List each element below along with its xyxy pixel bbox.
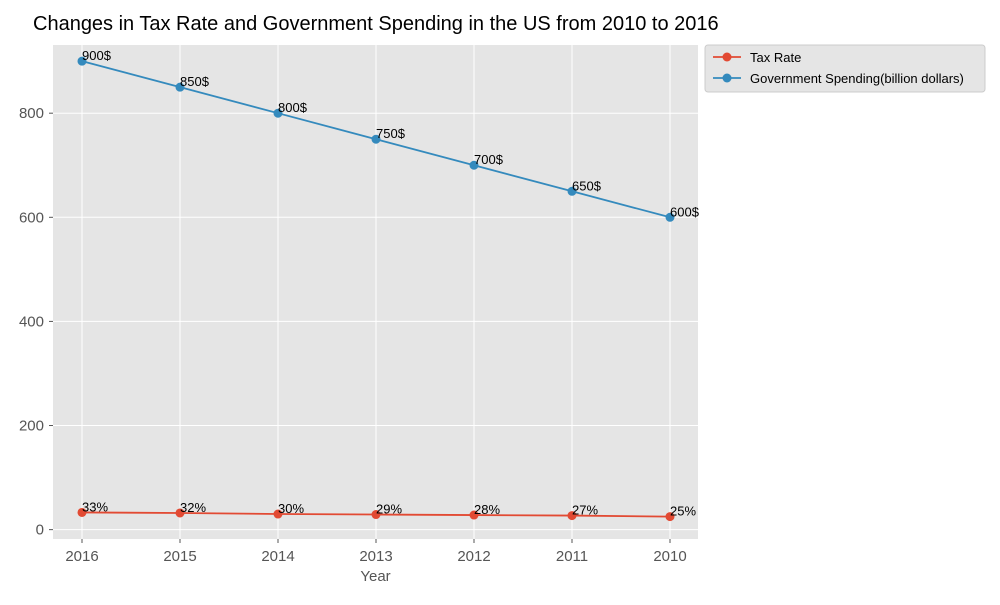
x-tick-label: 2013 (359, 548, 392, 565)
data-point (371, 134, 381, 144)
data-label: 27% (572, 503, 598, 518)
data-label: 32% (180, 500, 206, 515)
data-label: 850$ (180, 74, 210, 89)
x-tick-label: 2016 (65, 548, 98, 565)
data-label: 700$ (474, 152, 504, 167)
data-label: 750$ (376, 126, 406, 141)
data-point (567, 186, 577, 196)
series-group: 33% 32% 30% 29% 28% 27% 25% (77, 499, 696, 522)
data-point (77, 507, 87, 517)
data-label: 28% (474, 502, 500, 517)
data-point (175, 82, 185, 92)
data-label: 650$ (572, 178, 602, 193)
series-group: 900$ 850$ 800$ 750$ 700$ 650$ 600$ (77, 48, 700, 222)
legend-item: Tax Rate (713, 50, 801, 65)
data-point (371, 510, 381, 520)
data-point (469, 160, 479, 170)
data-label: 33% (82, 499, 108, 514)
data-label: 30% (278, 501, 304, 516)
data-point (665, 212, 675, 222)
legend-label: Government Spending(billion dollars) (750, 71, 964, 86)
data-point (567, 511, 577, 521)
x-tick-label: 2014 (261, 548, 294, 565)
data-point (665, 512, 675, 522)
x-axis-label: Year (360, 568, 390, 585)
x-tick-label: 2015 (163, 548, 196, 565)
x-tick-label: 2011 (556, 548, 588, 565)
data-point (77, 56, 87, 66)
legend-label: Tax Rate (750, 50, 801, 65)
y-tick-label: 0 (36, 522, 44, 539)
data-label: 25% (670, 504, 696, 519)
x-tick-label: 2012 (457, 548, 490, 565)
legend-marker (722, 73, 732, 83)
data-point (175, 508, 185, 518)
y-tick-label: 600 (19, 209, 44, 226)
data-label: 900$ (82, 48, 112, 63)
grid-lines (53, 45, 698, 539)
data-point (273, 509, 283, 519)
x-tick-label: 2010 (653, 548, 686, 565)
legend: Tax Rate Government Spending(billion doll… (704, 44, 986, 93)
data-point (469, 510, 479, 520)
axis-ticks: 0 200 400 600 800 2016 2015 2014 2013 2012 2011 201… (19, 105, 687, 565)
legend-marker (722, 52, 732, 62)
legend-item: Government Spending(billion dollars) (713, 71, 964, 86)
y-tick-label: 800 (19, 105, 44, 122)
legend-box (704, 44, 986, 93)
data-label: 29% (376, 502, 402, 517)
y-tick-label: 200 (19, 418, 44, 435)
data-label: 600$ (670, 204, 700, 219)
chart-title: Changes in Tax Rate and Government Spend… (33, 13, 719, 35)
data-label: 800$ (278, 100, 308, 115)
y-tick-label: 400 (19, 313, 44, 330)
data-point (273, 108, 283, 118)
series-lines: 33% 32% 30% 29% 28% 27% 25% 900$ 850$ 800$ 750$ 700… (77, 48, 700, 522)
